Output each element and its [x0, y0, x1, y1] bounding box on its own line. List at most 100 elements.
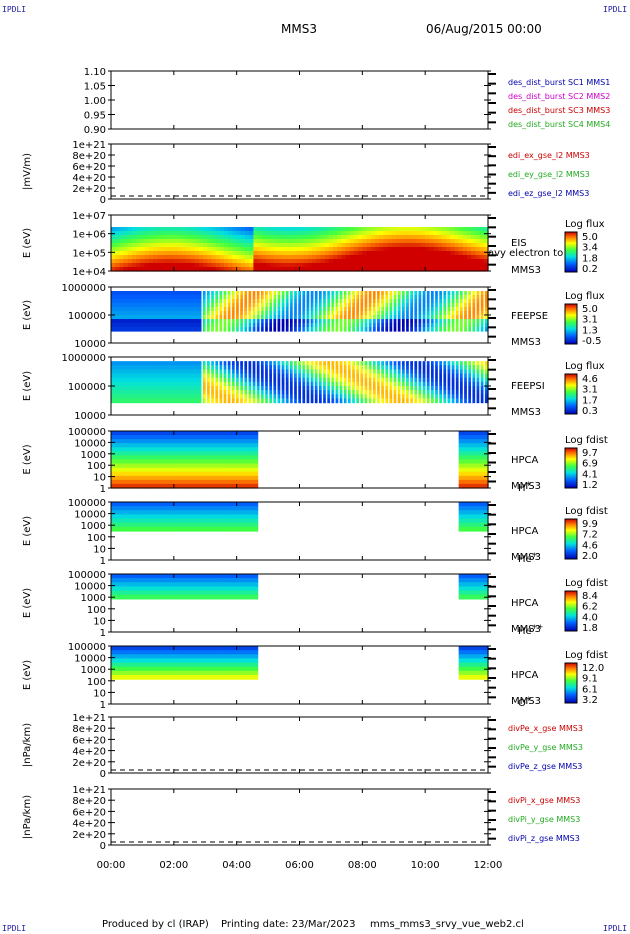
x-tick-label: 02:00	[159, 860, 188, 871]
colorbar-tick-label: 8.4	[582, 591, 598, 602]
y-tick-label: 1e+06	[72, 230, 106, 241]
colorbar-tick-label: 9.7	[582, 448, 598, 459]
legend-entry: divPe_z_gse MMS3	[508, 762, 582, 771]
y-tick-label: 100000	[68, 427, 106, 438]
colorbar-tick-label: 4.0	[582, 612, 598, 623]
corner-label-bottom-right: IPDLI	[603, 924, 628, 933]
legend-entry: divPi_z_gse MMS3	[508, 834, 580, 843]
side-label: HPCA	[511, 598, 539, 609]
side-label: HPCA	[511, 526, 539, 537]
x-tick-label: 08:00	[348, 860, 377, 871]
side-label: EIS	[511, 238, 527, 249]
panel-p5: 1000000 100000 10000 E (eV) FEEPSI MMS3 Log fl…	[22, 353, 605, 422]
colorbar-tick-label: 1.7	[582, 395, 598, 406]
legend-entry: divPi_y_gse MMS3	[508, 815, 580, 824]
colorbar-tick-label: 5.0	[582, 304, 598, 315]
side-label: MMS3	[511, 481, 541, 492]
y-tick-label: 4e+20	[72, 819, 106, 830]
y-tick-label: 1e+05	[72, 248, 106, 259]
x-tick-label: 12:00	[474, 860, 503, 871]
colorbar-tick-label: 4.6	[582, 374, 598, 385]
y-tick-label: 100000	[68, 642, 106, 653]
side-label: HPCA	[511, 670, 539, 681]
y-tick-label: 0.95	[84, 111, 106, 122]
colorbar	[564, 662, 578, 704]
y-tick-label: 4e+20	[72, 747, 106, 758]
legend-entry: divPe_x_gse MMS3	[508, 724, 583, 733]
colorbar-tick-label: 9.1	[582, 674, 598, 685]
side-label: MMS3	[511, 265, 541, 276]
y-tick-label: 0.90	[84, 125, 106, 136]
footer-produced-by: Produced by cl (IRAP)	[102, 919, 209, 930]
y-tick-label: 1.00	[84, 96, 106, 107]
y-tick-label: 100000	[68, 382, 106, 393]
panel-p1: 1.10 1.05 1.00 0.95 0.90 des_dist_burst SC1 M…	[84, 67, 611, 136]
y-tick-label: 8e+20	[72, 724, 106, 735]
side-label: HPCA	[511, 455, 539, 466]
species-label: He+	[518, 551, 538, 565]
date-title: 06/Aug/2015 00:00	[426, 22, 542, 36]
colorbar-title: Log fdist	[565, 506, 608, 517]
spacecraft-title: MMS3	[281, 22, 317, 36]
x-tick-label: 06:00	[285, 860, 314, 871]
colorbar-tick-label: -0.5	[582, 336, 602, 347]
colorbar-title: Log fdist	[565, 650, 608, 661]
colorbar-tick-label: 3.1	[582, 385, 598, 396]
y-axis-label: E (eV)	[22, 588, 33, 618]
y-tick-label: 6e+20	[72, 807, 106, 818]
x-tick-label: 00:00	[97, 860, 126, 871]
y-tick-label: 4e+20	[72, 173, 106, 184]
y-tick-label: 1e+07	[72, 211, 106, 222]
colorbar-tick-label: 2.0	[582, 551, 598, 562]
y-tick-label: 1e+21	[72, 713, 106, 724]
panel-frame	[110, 143, 489, 200]
colorbar-tick-label: 3.4	[582, 243, 598, 254]
legend-entry: des_dist_burst SC4 MMS4	[508, 120, 610, 129]
panel-p4: 1000000 100000 10000 E (eV) FEEPSE MMS3 Log fl…	[22, 283, 605, 350]
y-axis-label: E (eV)	[22, 516, 33, 546]
colorbar-tick-label: 0.3	[582, 406, 598, 417]
y-tick-label: 1.10	[84, 67, 106, 78]
colorbar	[564, 231, 578, 273]
y-axis-label: E (eV)	[22, 444, 33, 474]
side-label: MMS3	[511, 696, 541, 707]
y-tick-label: 10	[93, 544, 106, 555]
y-tick-label: 10	[93, 473, 106, 484]
colorbar-tick-label: 9.9	[582, 519, 598, 530]
x-tick-label: 10:00	[411, 860, 440, 871]
footer-printing-date: Printing date: 23/Mar/2023	[221, 919, 356, 930]
y-tick-label: 100	[87, 677, 106, 688]
colorbar-title: Log fdist	[565, 435, 608, 446]
y-tick-label: 100000	[68, 570, 106, 581]
y-axis-label: |nPa/km)	[22, 795, 33, 839]
side-label: FEEPSI	[511, 381, 545, 392]
y-tick-label: 100000	[68, 498, 106, 509]
y-tick-label: 1e+21	[72, 140, 106, 151]
y-tick-label: 1	[100, 700, 106, 711]
y-tick-label: 1	[100, 484, 106, 495]
y-tick-label: 1000	[81, 450, 106, 461]
legend-entry: divPi_x_gse MMS3	[508, 796, 580, 805]
y-axis-label: |mV/m)	[22, 153, 33, 190]
y-tick-label: 10	[93, 616, 106, 627]
y-tick-label: 1	[100, 628, 106, 639]
colorbar-tick-label: 7.2	[582, 530, 598, 541]
y-tick-label: 10	[93, 688, 106, 699]
colorbar	[564, 373, 578, 415]
colorbar-title: Log fdist	[565, 578, 608, 589]
colorbar-tick-label: 12.0	[582, 663, 604, 674]
colorbar-tick-label: 1.2	[582, 480, 598, 491]
legend-entry: des_dist_burst SC3 MMS3	[508, 106, 610, 115]
legend-entry: des_dist_burst SC1 MMS1	[508, 78, 610, 87]
colorbar-title: Log flux	[565, 291, 605, 302]
corner-label-bottom-left: IPDLI	[2, 924, 27, 933]
legend-entry: des_dist_burst SC2 MMS2	[508, 92, 610, 101]
colorbar-tick-label: 6.2	[582, 602, 598, 613]
